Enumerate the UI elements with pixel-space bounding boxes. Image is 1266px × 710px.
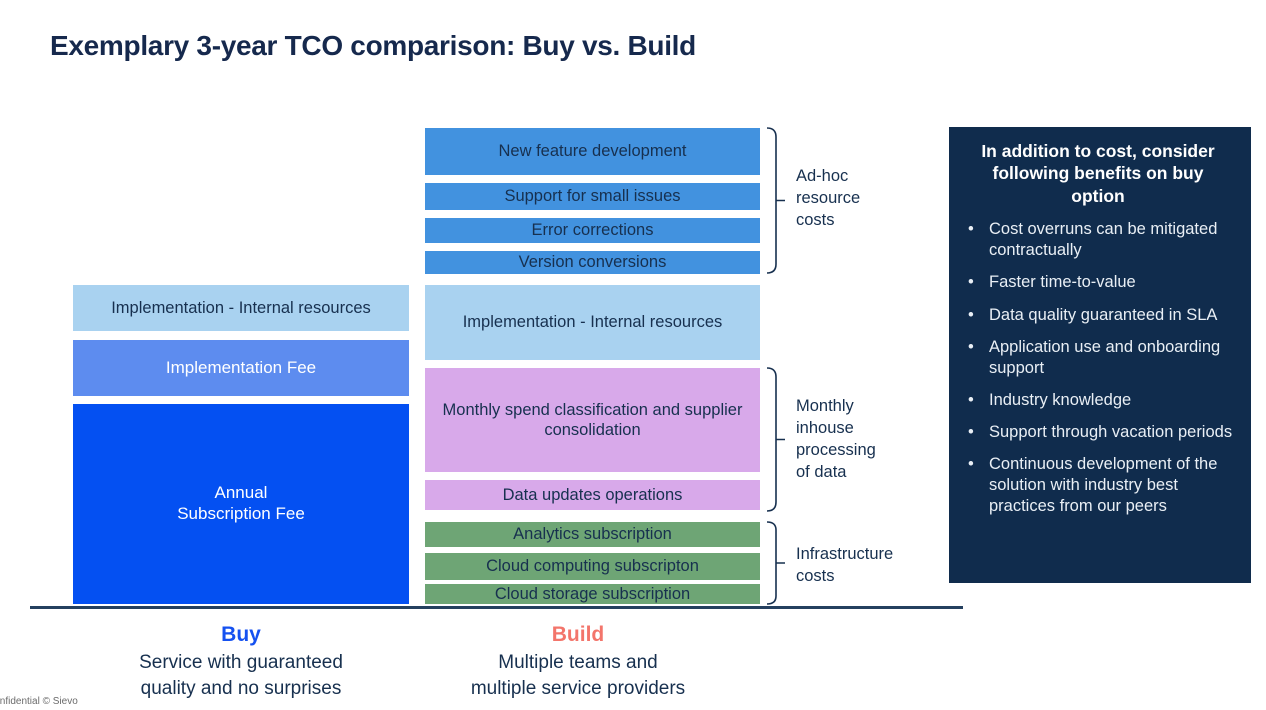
box-label: Cloud storage subscription (494, 584, 691, 603)
build-box-cloud-computing-subscription: Cloud computing subscripton (425, 553, 760, 580)
benefit-item: Cost overruns can be mitigated contractu… (963, 219, 1233, 261)
build-box-data-updates-operations: Data updates operations (425, 480, 760, 510)
benefit-item: Application use and onboarding support (963, 337, 1233, 379)
build-box-analytics-subscription: Analytics subscription (425, 522, 760, 547)
build-box-monthly-spend-classification: Monthly spend classification and supplie… (425, 368, 760, 472)
group-label-adhoc-resource-costs: Ad-hoc resource costs (796, 167, 861, 229)
group-label-monthly-inhouse-processing: Monthly inhouse processing of data (796, 397, 876, 481)
buy-box-annual-subscription-fee: Annual Subscription Fee (73, 404, 409, 604)
build-column-label: Build (551, 623, 605, 646)
buy-column-label: Buy (221, 623, 261, 646)
benefit-item: Data quality guaranteed in SLA (963, 305, 1233, 326)
benefit-item: Faster time-to-value (963, 272, 1233, 293)
benefits-panel-title: In addition to cost, consider following … (981, 141, 1215, 206)
build-box-implementation-internal: Implementation - Internal resources (425, 285, 760, 360)
buy-box-implementation-fee: Implementation Fee (73, 340, 409, 396)
buy-column-subtitle: Service with guaranteed quality and no s… (139, 652, 343, 700)
group-label-infrastructure-costs: Infrastructure costs (796, 545, 894, 585)
page-title: Exemplary 3-year TCO comparison: Buy vs.… (50, 30, 696, 61)
buy-box-implementation-internal: Implementation - Internal resources (73, 285, 409, 331)
benefits-list: Cost overruns can be mitigated contractu… (963, 219, 1233, 517)
build-box-version-conversions: Version conversions (425, 251, 760, 274)
box-label: Version conversions (518, 253, 667, 272)
box-label: Implementation - Internal resources (111, 298, 371, 317)
confidential-footer: Confidential © Sievo (0, 696, 78, 707)
build-column-subtitle: Multiple teams and multiple service prov… (470, 652, 686, 700)
box-label: Implementation Fee (165, 357, 317, 377)
build-box-new-feature-development: New feature development (425, 128, 760, 175)
baseline-divider (30, 606, 963, 609)
box-label: Error corrections (531, 221, 654, 240)
build-box-cloud-storage-subscription: Cloud storage subscription (425, 584, 760, 604)
box-label: Annual Subscription Fee (177, 483, 305, 523)
bracket-monthly-icon (765, 367, 787, 512)
build-box-support-small-issues: Support for small issues (425, 183, 760, 210)
benefit-item: Support through vacation periods (963, 422, 1233, 443)
build-box-error-corrections: Error corrections (425, 218, 760, 243)
box-label: Implementation - Internal resources (462, 313, 723, 332)
box-label: Monthly spend classification and supplie… (442, 400, 743, 439)
benefit-item: Industry knowledge (963, 390, 1233, 411)
box-label: Analytics subscription (513, 525, 672, 544)
benefit-item: Continuous development of the solution w… (963, 454, 1233, 517)
benefits-panel: In addition to cost, consider following … (949, 127, 1251, 583)
bracket-adhoc-icon (765, 127, 787, 274)
box-label: Data updates operations (502, 485, 683, 504)
bracket-infrastructure-icon (765, 521, 787, 605)
box-label: Support for small issues (504, 187, 681, 206)
box-label: New feature development (498, 142, 687, 161)
box-label: Cloud computing subscripton (486, 557, 699, 576)
